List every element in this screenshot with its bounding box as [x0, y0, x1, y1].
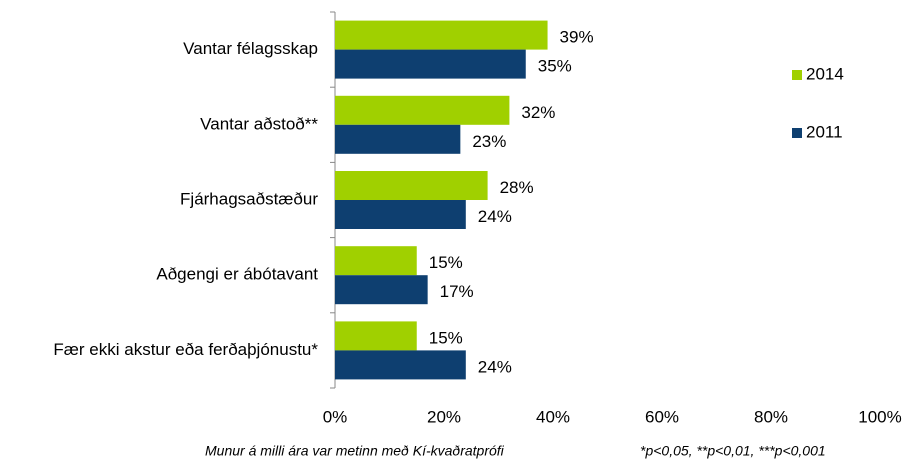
x-tick-label: 60% [645, 407, 679, 426]
y-tick-label: Fjárhagsaðstæður [180, 189, 318, 208]
legend-swatch [792, 128, 802, 138]
value-label: 28% [500, 178, 534, 197]
bar [335, 200, 466, 229]
footnote: *p<0,05, **p<0,01, ***p<0,001 [640, 443, 826, 459]
value-label: 32% [521, 103, 555, 122]
value-label: 39% [560, 28, 594, 47]
y-tick-label: Vantar aðstoð** [200, 114, 318, 133]
bar [335, 95, 510, 125]
value-label: 24% [478, 357, 512, 376]
bar [335, 20, 548, 50]
bar [335, 124, 461, 154]
footnote: Munur á milli ára var metinn með Kí-kvað… [205, 443, 505, 459]
value-label: 15% [429, 328, 463, 347]
x-tick-label: 80% [754, 407, 788, 426]
value-label: 15% [429, 253, 463, 272]
legend-swatch [792, 70, 802, 80]
value-label: 17% [440, 282, 474, 301]
legend-label: 2014 [806, 64, 844, 83]
x-tick-label: 40% [536, 407, 570, 426]
bar [335, 246, 417, 276]
y-tick-label: Vantar félagsskap [183, 39, 318, 58]
bar [335, 275, 428, 305]
y-tick-label: Fær ekki akstur eða ferðaþjónustu* [53, 340, 318, 359]
value-label: 24% [478, 207, 512, 226]
y-tick-label: Aðgengi er ábótavant [156, 265, 318, 284]
value-label: 35% [538, 57, 572, 76]
legend-label: 2011 [806, 122, 843, 141]
x-tick-label: 20% [427, 407, 461, 426]
bar [335, 321, 417, 351]
x-tick-label: 100% [858, 407, 901, 426]
bar [335, 350, 466, 380]
bar [335, 49, 526, 79]
value-label: 23% [472, 132, 506, 151]
x-tick-label: 0% [323, 407, 348, 426]
bar [335, 171, 488, 200]
